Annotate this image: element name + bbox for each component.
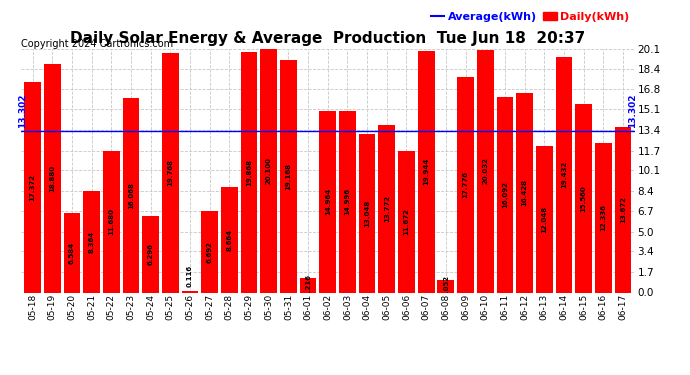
Bar <box>615 127 631 292</box>
Text: 16.068: 16.068 <box>128 182 134 209</box>
Bar <box>181 291 198 292</box>
Text: 6.692: 6.692 <box>206 241 213 263</box>
Bar <box>536 146 553 292</box>
Text: 16.428: 16.428 <box>522 179 528 206</box>
Bar <box>142 216 159 292</box>
Text: 12.336: 12.336 <box>600 204 607 231</box>
Bar <box>437 280 454 292</box>
Text: 11.672: 11.672 <box>404 208 409 235</box>
Bar <box>497 98 513 292</box>
Text: 16.092: 16.092 <box>502 182 508 209</box>
Bar <box>201 211 218 292</box>
Text: 13.302: 13.302 <box>629 93 638 128</box>
Text: 0.116: 0.116 <box>187 266 193 288</box>
Text: 14.964: 14.964 <box>325 188 331 215</box>
Text: 19.768: 19.768 <box>167 159 173 186</box>
Bar <box>359 134 375 292</box>
Bar <box>398 151 415 292</box>
Legend: Average(kWh), Daily(kWh): Average(kWh), Daily(kWh) <box>431 12 629 22</box>
Text: 19.168: 19.168 <box>286 163 291 190</box>
Bar <box>103 151 119 292</box>
Text: 13.048: 13.048 <box>364 200 370 227</box>
Bar <box>162 53 179 292</box>
Text: 20.100: 20.100 <box>266 157 272 184</box>
Bar <box>123 98 139 292</box>
Text: 8.664: 8.664 <box>226 229 233 251</box>
Title: Daily Solar Energy & Average  Production  Tue Jun 18  20:37: Daily Solar Energy & Average Production … <box>70 31 585 46</box>
Bar <box>24 82 41 292</box>
Text: 18.880: 18.880 <box>49 165 55 192</box>
Bar <box>83 191 100 292</box>
Bar <box>299 278 317 292</box>
Bar <box>241 52 257 292</box>
Text: 15.560: 15.560 <box>580 185 586 211</box>
Text: 12.048: 12.048 <box>541 206 547 233</box>
Bar <box>595 143 611 292</box>
Text: 20.032: 20.032 <box>482 158 489 184</box>
Bar <box>44 63 61 292</box>
Text: 13.772: 13.772 <box>384 195 390 222</box>
Bar <box>418 51 435 292</box>
Text: 17.372: 17.372 <box>30 174 35 201</box>
Text: 6.296: 6.296 <box>148 243 154 265</box>
Text: 1.216: 1.216 <box>305 274 311 296</box>
Bar <box>555 57 572 292</box>
Text: 11.680: 11.680 <box>108 208 115 235</box>
Text: 13.672: 13.672 <box>620 196 626 223</box>
Text: 19.944: 19.944 <box>423 158 429 185</box>
Text: 19.868: 19.868 <box>246 159 252 186</box>
Text: 19.432: 19.432 <box>561 161 567 188</box>
Bar <box>457 77 474 292</box>
Text: 13.302: 13.302 <box>18 93 27 128</box>
Bar <box>260 49 277 292</box>
Text: 14.996: 14.996 <box>344 188 351 215</box>
Bar <box>575 104 592 292</box>
Text: Copyright 2024 Cartronics.com: Copyright 2024 Cartronics.com <box>21 39 172 50</box>
Bar <box>280 60 297 292</box>
Bar <box>378 126 395 292</box>
Text: 8.364: 8.364 <box>88 231 95 253</box>
Bar <box>221 188 237 292</box>
Text: 1.052: 1.052 <box>443 275 449 297</box>
Text: 6.584: 6.584 <box>69 242 75 264</box>
Text: 17.776: 17.776 <box>462 171 469 198</box>
Bar <box>477 50 493 292</box>
Bar <box>516 93 533 292</box>
Bar <box>339 111 356 292</box>
Bar <box>319 111 336 292</box>
Bar <box>63 213 80 292</box>
